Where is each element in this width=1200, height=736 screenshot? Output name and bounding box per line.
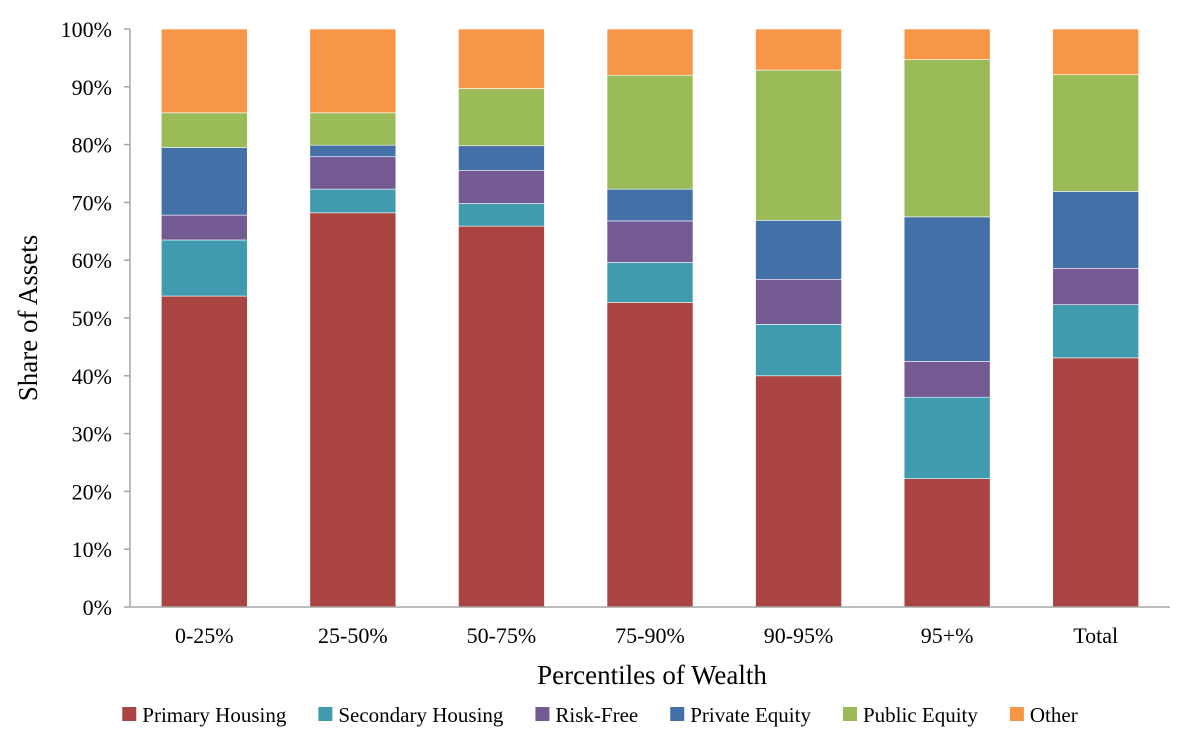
bar-segment-2-6 — [903, 396, 991, 479]
bars-layer — [160, 28, 1140, 608]
bar-segment-1-4 — [606, 302, 694, 608]
x-tick-label-2: 25-50% — [318, 623, 388, 648]
bar-segment-5-5 — [755, 69, 842, 221]
bar-segment-2-5 — [755, 324, 842, 377]
bar-segment-4-3 — [458, 145, 545, 171]
bar-segment-6-7 — [1052, 28, 1140, 75]
legend-swatch-1 — [122, 707, 137, 721]
legend-label-5: Public Equity — [863, 703, 978, 727]
bar-segment-5-2 — [309, 112, 397, 146]
bar-segment-6-3 — [458, 28, 545, 89]
y-tick-label-3: 20% — [72, 479, 112, 504]
bar-segment-3-7 — [1052, 267, 1140, 306]
y-tick-label-5: 40% — [72, 364, 112, 389]
legend-swatch-6 — [1009, 707, 1024, 721]
y-axis-title: Share of Assets — [13, 235, 43, 401]
bar-segment-2-3 — [458, 203, 545, 227]
bar-segment-3-5 — [755, 278, 842, 325]
bar-segment-4-6 — [903, 216, 991, 362]
x-tick-label-7: Total — [1073, 623, 1118, 648]
bar-segment-2-4 — [606, 262, 694, 303]
bar-segment-3-4 — [606, 220, 694, 263]
legend-swatch-2 — [318, 707, 333, 721]
legend-swatch-4 — [670, 707, 685, 721]
bar-segment-4-1 — [160, 147, 248, 216]
x-tick-label-1: 0-25% — [175, 623, 234, 648]
legend: Primary Housing Secondary Housing Risk-Fre… — [122, 703, 1078, 727]
x-tick-label-3: 50-75% — [467, 623, 537, 648]
bar-segment-1-2 — [309, 212, 397, 608]
y-tick-label-8: 70% — [72, 190, 112, 215]
legend-label-4: Private Equity — [690, 703, 811, 727]
legend-swatch-3 — [535, 707, 550, 721]
bar-segment-1-5 — [755, 375, 842, 608]
y-tick-label-4: 30% — [72, 422, 112, 447]
bar-segment-6-2 — [309, 28, 397, 114]
bar-segment-3-6 — [903, 361, 991, 398]
legend-label-3: Risk-Free — [555, 703, 638, 727]
y-tick-label-6: 50% — [72, 306, 112, 331]
bar-segment-6-1 — [160, 28, 248, 114]
bar-segment-5-6 — [903, 59, 991, 218]
bar-segment-5-1 — [160, 112, 248, 148]
bar-segment-3-2 — [309, 156, 397, 190]
bar-segment-4-2 — [309, 144, 397, 158]
bar-segment-4-5 — [755, 220, 842, 280]
legend-swatch-5 — [842, 707, 857, 721]
legend-label-6: Other — [1030, 703, 1078, 727]
bar-segment-5-4 — [606, 74, 694, 190]
bar-segment-5-3 — [458, 88, 545, 147]
bar-segment-6-6 — [903, 28, 991, 60]
bar-segment-6-4 — [606, 28, 694, 76]
legend-label-2: Secondary Housing — [338, 703, 504, 727]
bar-segment-4-4 — [606, 188, 694, 222]
y-tick-label-9: 80% — [72, 133, 112, 158]
y-tick-label-1: 0% — [83, 595, 112, 620]
bar-segment-1-1 — [160, 295, 248, 608]
bar-segment-1-3 — [458, 225, 545, 608]
y-tick-label-11: 100% — [61, 17, 112, 42]
bar-segment-3-1 — [160, 214, 248, 241]
legend-label-1: Primary Housing — [142, 703, 287, 727]
bar-segment-2-1 — [160, 239, 248, 297]
x-tick-label-4: 75-90% — [615, 623, 685, 648]
bar-segment-2-2 — [309, 188, 397, 214]
bar-segment-4-7 — [1052, 191, 1140, 269]
bar-segment-5-7 — [1052, 74, 1140, 192]
x-ticks-layer: 0-25% 25-50% 50-75% 75-90% 90-95% 95+% Total — [175, 623, 1118, 648]
bar-segment-2-7 — [1052, 304, 1140, 359]
bar-segment-6-5 — [755, 28, 842, 71]
y-tick-label-10: 90% — [72, 75, 112, 100]
bar-segment-3-3 — [458, 170, 545, 204]
y-ticks-layer: 0% 10% 20% 30% 40% 50% 60% 70% 80% 90% 100% — [61, 17, 130, 620]
x-tick-label-5: 90-95% — [764, 623, 834, 648]
x-tick-label-6: 95+% — [921, 623, 974, 648]
bar-segment-1-6 — [903, 478, 991, 608]
bar-segment-1-7 — [1052, 357, 1140, 608]
y-tick-label-2: 10% — [72, 537, 112, 562]
x-axis-title: Percentiles of Wealth — [537, 660, 767, 690]
y-tick-label-7: 60% — [72, 248, 112, 273]
